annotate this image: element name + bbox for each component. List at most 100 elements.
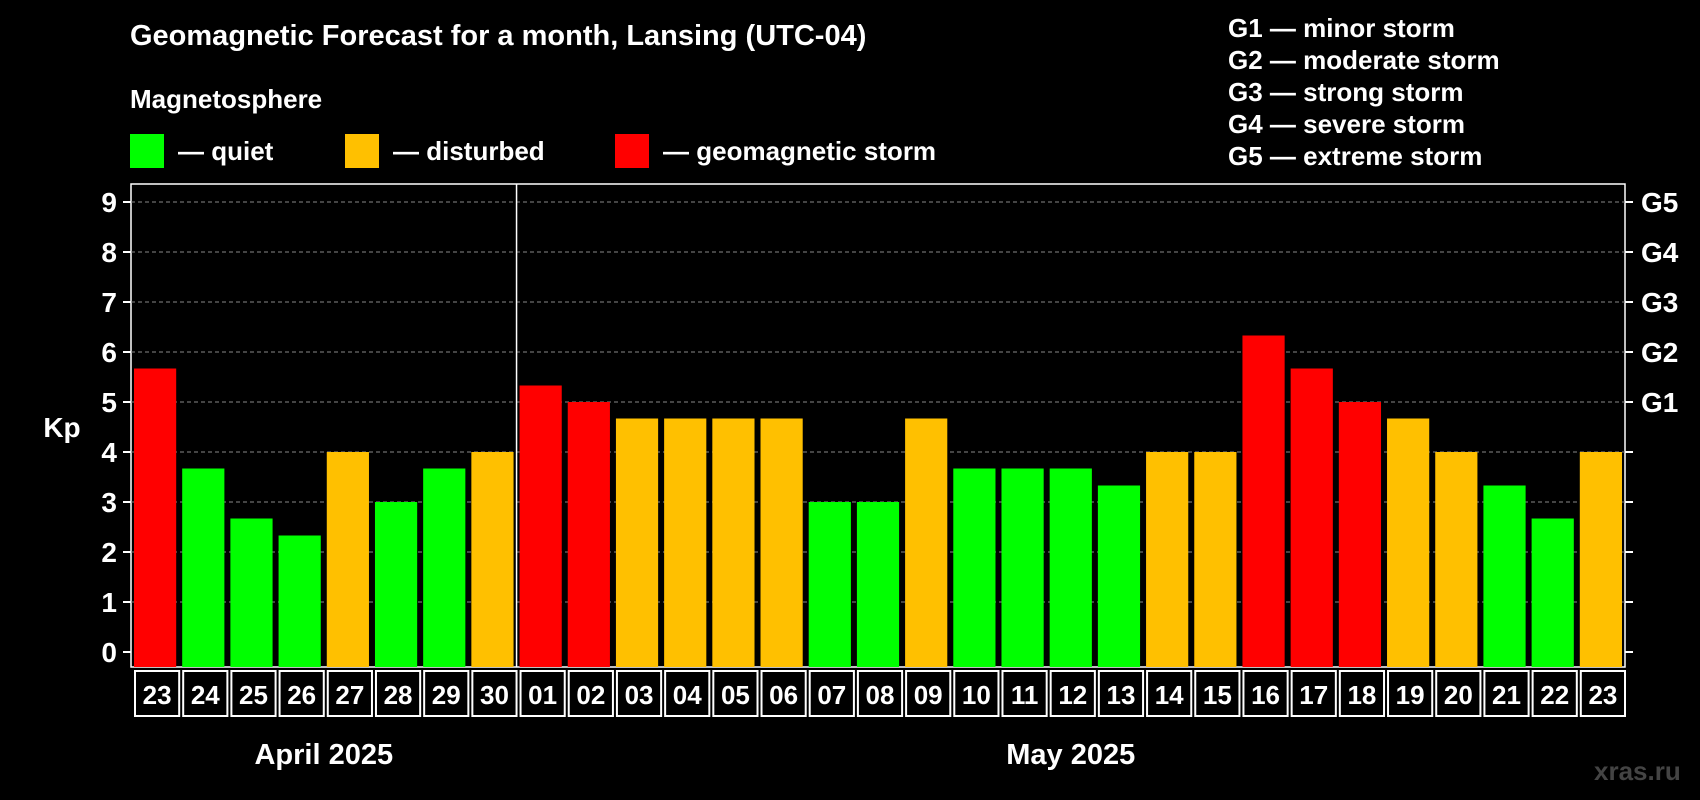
bar	[567, 402, 610, 667]
day-cell	[760, 670, 807, 717]
disturbed-swatch	[345, 134, 379, 168]
y-tick-label: 2	[101, 537, 117, 568]
y-tick-label: 4	[101, 437, 117, 468]
bar	[519, 385, 562, 667]
storm-scale-g1: G1 — minor storm	[1228, 13, 1455, 43]
y-axis-label: Kp	[43, 412, 80, 443]
bar	[423, 468, 466, 667]
y-tick-label: 5	[101, 387, 117, 418]
storm-scale-g2: G2 — moderate storm	[1228, 45, 1500, 75]
quiet-swatch	[130, 134, 164, 168]
day-label: 11	[1011, 680, 1039, 710]
day-label: 23	[143, 680, 172, 710]
day-label: 06	[769, 680, 798, 710]
bar	[1387, 418, 1430, 667]
day-label: 26	[287, 680, 316, 710]
day-cell	[1338, 670, 1386, 717]
day-cell	[1483, 670, 1530, 717]
day-label: 29	[432, 680, 461, 710]
bar	[1338, 402, 1382, 667]
day-label: 22	[1540, 680, 1569, 710]
y-tick-label: 8	[101, 237, 117, 268]
day-cell	[567, 670, 614, 717]
day-cell	[808, 670, 855, 717]
bar	[134, 368, 177, 667]
storm-scale-g3: G3 — strong storm	[1228, 77, 1464, 107]
right-axis-label: G3	[1641, 287, 1678, 318]
day-cell	[905, 670, 952, 717]
bar	[1579, 452, 1622, 667]
day-label: 28	[384, 680, 413, 710]
day-label: 14	[1155, 680, 1184, 710]
day-label: 19	[1396, 680, 1425, 710]
bar	[1146, 452, 1189, 667]
right-axis-label: G1	[1641, 387, 1678, 418]
day-label: 18	[1347, 680, 1376, 710]
bar	[712, 418, 755, 667]
day-label: 23	[1588, 680, 1617, 710]
legend-item-disturbed: — disturbed	[345, 134, 545, 168]
day-label: 05	[721, 680, 750, 710]
month-label: May 2025	[1006, 739, 1135, 771]
day-label: 24	[191, 680, 220, 710]
day-label: 07	[817, 680, 846, 710]
day-cell	[615, 670, 663, 717]
day-cell	[134, 670, 181, 717]
storm-swatch	[615, 134, 649, 168]
bar	[326, 452, 369, 667]
bar	[1242, 335, 1285, 667]
day-cell	[953, 670, 1000, 717]
bar	[760, 418, 803, 667]
y-tick-label: 9	[101, 187, 117, 218]
storm-scale-g4: G4 — severe storm	[1228, 109, 1466, 139]
y-tick-label: 0	[101, 637, 117, 668]
day-label: 09	[914, 680, 943, 710]
day-label: 30	[480, 680, 509, 710]
day-cell	[230, 670, 277, 717]
day-label: 27	[335, 680, 364, 710]
day-label: 10	[962, 680, 991, 710]
bar	[278, 535, 321, 667]
bar	[615, 418, 659, 667]
day-cell	[1049, 670, 1096, 717]
bar	[1001, 468, 1044, 667]
bar	[1097, 485, 1141, 667]
y-tick-label: 3	[101, 487, 117, 518]
day-label: 25	[239, 680, 268, 710]
bar	[1194, 452, 1237, 667]
bar	[471, 452, 514, 667]
watermark: xras.ru	[1594, 756, 1681, 786]
day-cell	[1146, 670, 1193, 717]
day-label: 04	[673, 680, 702, 710]
day-label: 16	[1251, 680, 1280, 710]
day-cell	[1097, 670, 1145, 717]
day-cell	[374, 670, 422, 717]
legend-label-disturbed: — disturbed	[393, 135, 545, 166]
day-cell	[1194, 670, 1241, 717]
day-cell	[1579, 670, 1626, 717]
bar	[182, 468, 225, 667]
day-cell	[182, 670, 229, 717]
day-label: 17	[1299, 680, 1328, 710]
legend-heading: Magnetosphere	[130, 84, 323, 114]
legend-label-quiet: — quiet	[178, 135, 274, 166]
day-cell	[423, 670, 470, 717]
storm-scale-g5: G5 — extreme storm	[1228, 141, 1483, 171]
day-label: 08	[866, 680, 895, 710]
bar	[808, 502, 851, 667]
day-cell	[664, 670, 711, 717]
day-label: 21	[1492, 680, 1521, 710]
bar	[905, 418, 948, 667]
bar	[1049, 468, 1092, 667]
day-cell	[326, 670, 373, 717]
bar	[1483, 485, 1526, 667]
day-label: 13	[1107, 680, 1136, 710]
day-label: 03	[625, 680, 654, 710]
bar	[1290, 368, 1333, 667]
bar	[664, 418, 707, 667]
day-label: 12	[1058, 680, 1087, 710]
bar	[953, 468, 996, 667]
bar	[230, 518, 273, 667]
legend-item-quiet: — quiet	[130, 134, 273, 168]
bar	[1435, 452, 1478, 667]
